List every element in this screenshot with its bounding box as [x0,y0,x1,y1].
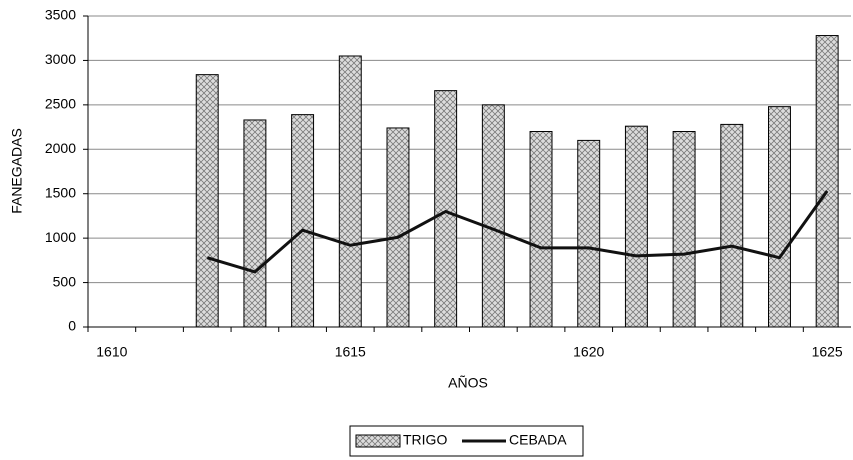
bar [577,139,601,328]
y-tick-label: 1500 [45,184,76,200]
bar [243,119,267,328]
y-tick-label: 3000 [45,51,76,67]
bar [481,104,505,328]
bar [529,131,553,328]
y-tick-label: 2000 [45,140,76,156]
bar [768,106,791,328]
legend-label: TRIGO [403,432,447,448]
y-tick-label: 0 [68,318,76,334]
y-tick-label: 2500 [45,96,76,112]
line [206,190,829,274]
y-tick-label: 1000 [45,229,76,245]
y-tick-label: 3500 [45,7,76,23]
bar [386,127,410,328]
legend-label: CEBADA [509,432,567,448]
bar [672,131,696,328]
bar [624,125,648,328]
bar [815,35,839,328]
x-tick-label: 1610 [96,344,127,360]
y-tick-label: 500 [53,273,77,289]
bar [720,123,744,328]
x-tick-label: 1620 [573,344,604,360]
bar [291,114,315,328]
bar [195,74,219,328]
bar [338,55,362,328]
legend-swatch [355,434,401,448]
y-axis-title: FANEGADAS [9,128,25,214]
x-tick-label: 1615 [335,344,366,360]
bar [434,90,458,328]
x-axis-title: AÑOS [448,375,488,391]
x-tick-label: 1625 [812,344,843,360]
